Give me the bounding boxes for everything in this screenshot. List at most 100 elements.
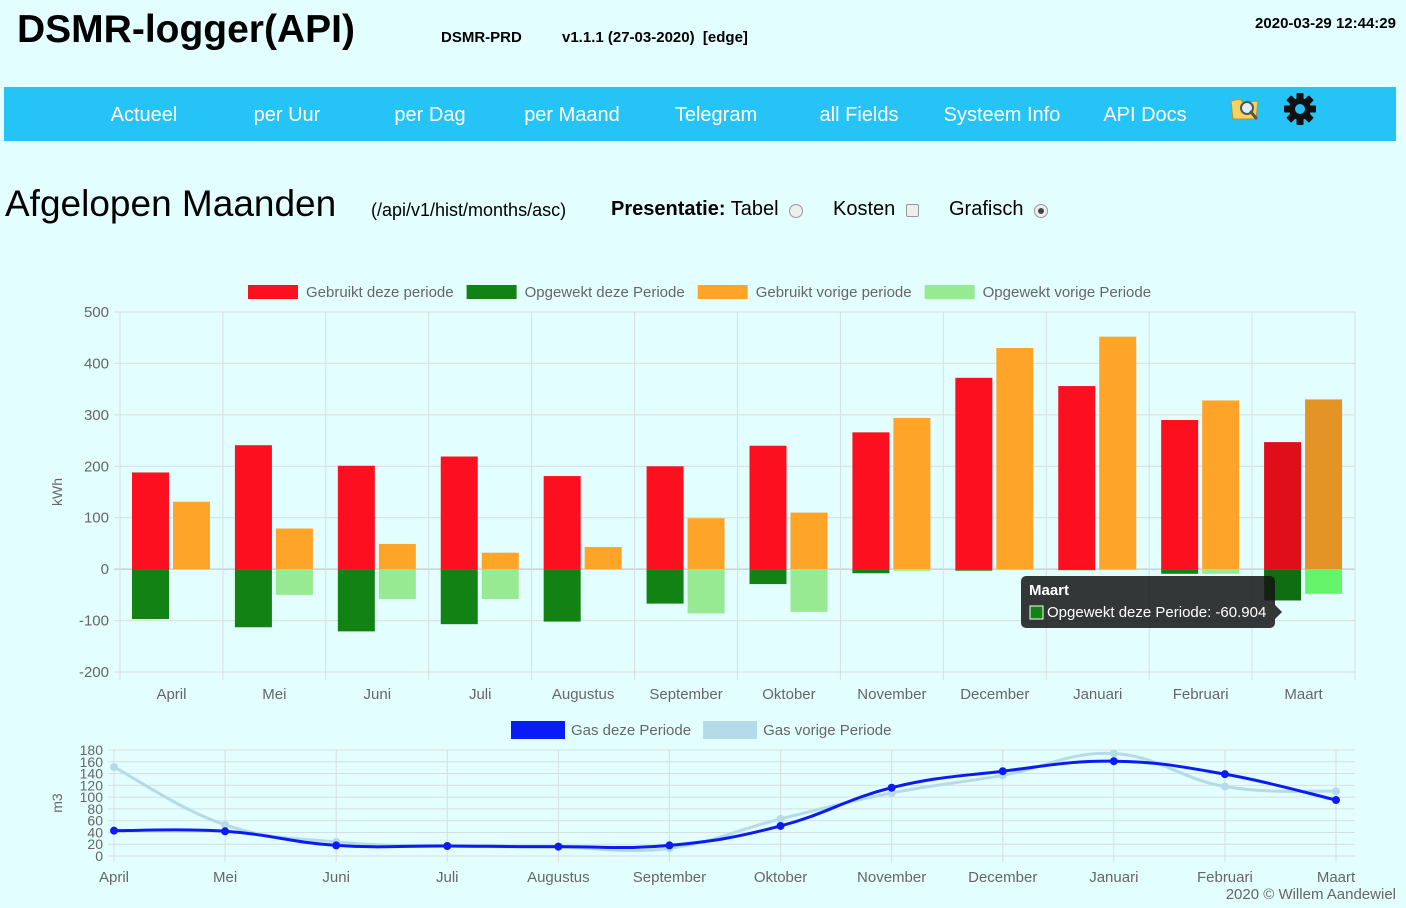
bar-y-tick: -100 bbox=[79, 613, 109, 630]
nav-per-maand[interactable]: per Maand bbox=[524, 104, 620, 126]
gas-y-tick: 60 bbox=[87, 813, 103, 829]
gas-point bbox=[1220, 770, 1229, 779]
app-title: DSMR-logger(API) bbox=[17, 8, 355, 51]
bar bbox=[893, 569, 931, 571]
gas-point bbox=[443, 841, 452, 850]
bar bbox=[234, 569, 272, 628]
bar-y-tick: 200 bbox=[84, 458, 109, 475]
bar-x-tick: Juni bbox=[364, 686, 392, 703]
bar bbox=[481, 569, 519, 599]
gas-x-tick: November bbox=[857, 869, 926, 886]
gas-y-tick: 140 bbox=[80, 766, 104, 782]
firmware-version: v1.1.1 (27-03-2020) [edge] bbox=[562, 29, 748, 46]
gas-legend-swatch bbox=[511, 721, 565, 739]
gas-y-tick: 20 bbox=[87, 836, 103, 852]
nav-api-docs[interactable]: API Docs bbox=[1103, 104, 1187, 126]
gas-y-tick: 100 bbox=[80, 789, 104, 805]
bar-y-tick: 400 bbox=[84, 355, 109, 372]
bar-y-tick: 0 bbox=[101, 561, 109, 578]
bar bbox=[687, 569, 725, 614]
bar-x-tick: Februari bbox=[1173, 686, 1229, 703]
gas-x-tick: Juni bbox=[322, 869, 350, 886]
gas-x-tick: September bbox=[633, 869, 706, 886]
gas-x-tick: Januari bbox=[1089, 869, 1138, 886]
bar bbox=[440, 569, 478, 625]
bar bbox=[440, 456, 478, 570]
bar bbox=[1202, 400, 1240, 570]
bar bbox=[1058, 569, 1096, 571]
nav-systeem-info[interactable]: Systeem Info bbox=[943, 104, 1061, 126]
presentation-label: Presentatie: bbox=[611, 198, 726, 220]
gas-point bbox=[665, 844, 674, 853]
gas-point bbox=[443, 841, 452, 850]
hostname: DSMR-PRD bbox=[441, 29, 522, 46]
bar bbox=[1305, 399, 1343, 570]
gas-legend-label: Gas deze Periode bbox=[571, 722, 691, 739]
gas-x-tick: December bbox=[968, 869, 1037, 886]
page-title: Afgelopen Maanden bbox=[5, 183, 337, 224]
bar-y-axis-label: kWh bbox=[49, 478, 65, 506]
gas-point bbox=[554, 842, 563, 851]
gas-point bbox=[1109, 757, 1118, 766]
nav-per-uur[interactable]: per Uur bbox=[253, 104, 321, 126]
bar bbox=[790, 512, 828, 570]
gas-x-tick: Juli bbox=[436, 869, 459, 886]
bar-x-tick: December bbox=[960, 686, 1029, 703]
bar-x-tick: Mei bbox=[262, 686, 286, 703]
bar bbox=[749, 569, 787, 585]
bar bbox=[275, 528, 313, 570]
bar bbox=[1161, 569, 1199, 574]
tooltip-swatch bbox=[1029, 605, 1044, 620]
grafisch-radio[interactable] bbox=[1034, 204, 1048, 218]
fs-explorer-icon[interactable] bbox=[1228, 92, 1262, 126]
bar-x-tick: Juli bbox=[469, 686, 492, 703]
datetime: 2020-03-29 12:44:29 bbox=[1255, 15, 1396, 32]
nav-per-dag[interactable]: per Dag bbox=[394, 104, 466, 126]
bar-x-tick: November bbox=[857, 686, 926, 703]
gas-point bbox=[776, 814, 785, 823]
gas-x-tick: Maart bbox=[1317, 869, 1356, 886]
gas-x-tick: Oktober bbox=[754, 869, 807, 886]
bar bbox=[749, 445, 787, 570]
gas-point bbox=[332, 841, 341, 850]
footer-copyright: 2020 © Willem Aandewiel bbox=[1225, 886, 1396, 903]
grafisch-label: Grafisch bbox=[949, 198, 1024, 220]
bar-legend-label: Opgewekt vorige Periode bbox=[983, 284, 1151, 301]
bar bbox=[378, 569, 416, 599]
gas-x-tick: Februari bbox=[1197, 869, 1253, 886]
bar bbox=[646, 466, 684, 570]
gas-series-line bbox=[113, 751, 1337, 853]
gas-y-tick: 80 bbox=[87, 801, 103, 817]
tooltip-box bbox=[1021, 576, 1275, 628]
bar bbox=[275, 569, 313, 595]
bar-x-tick: Januari bbox=[1073, 686, 1122, 703]
bar bbox=[481, 552, 519, 570]
bar bbox=[1264, 442, 1302, 570]
bar bbox=[378, 543, 416, 570]
nav-all-fields[interactable]: all Fields bbox=[819, 104, 899, 126]
bar bbox=[996, 569, 1034, 571]
nav-telegram[interactable]: Telegram bbox=[674, 104, 758, 126]
gas-y-tick: 160 bbox=[80, 754, 104, 770]
gas-point bbox=[332, 837, 341, 846]
api-path: (/api/v1/hist/months/asc) bbox=[371, 200, 567, 220]
bar bbox=[337, 465, 375, 570]
gas-legend-label: Gas vorige Periode bbox=[763, 722, 891, 739]
bar bbox=[955, 377, 993, 570]
bar-y-tick: 100 bbox=[84, 510, 109, 527]
gas-point bbox=[554, 843, 563, 852]
gas-series-line bbox=[113, 759, 1337, 850]
tabel-radio[interactable] bbox=[789, 204, 803, 218]
settings-gear-icon[interactable] bbox=[1283, 92, 1317, 126]
nav-actueel[interactable]: Actueel bbox=[110, 104, 178, 126]
bar-legend-swatch bbox=[466, 285, 517, 299]
bar-legend-swatch bbox=[697, 285, 748, 299]
kosten-checkbox[interactable] bbox=[906, 204, 919, 217]
bar-x-tick: September bbox=[649, 686, 722, 703]
gas-x-tick: Augustus bbox=[527, 869, 590, 886]
bar bbox=[1305, 569, 1343, 594]
tooltip-title: Maart bbox=[1029, 582, 1069, 599]
bar bbox=[173, 501, 210, 570]
gas-point bbox=[887, 788, 896, 797]
gas-point bbox=[887, 783, 896, 792]
